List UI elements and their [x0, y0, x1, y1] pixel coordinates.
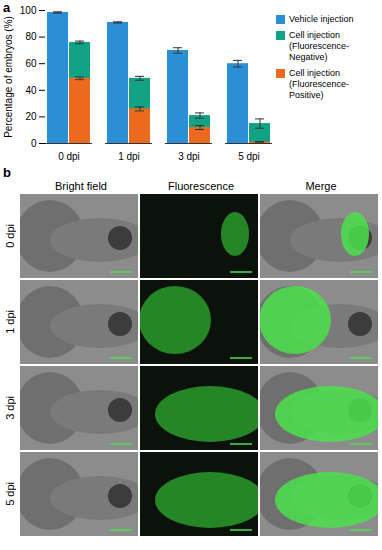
- svg-text:0: 0: [31, 138, 37, 149]
- svg-text:40: 40: [25, 85, 37, 96]
- html-text:Vehicle injection: Vehicle injection: [289, 14, 354, 24]
- html-text:5 dpi: 5 dpi: [4, 482, 16, 506]
- svg-text:3 dpi: 3 dpi: [178, 151, 200, 162]
- svg-text:1 dpi: 1 dpi: [118, 151, 140, 162]
- html-text:Merge: Merge: [305, 180, 337, 192]
- html-text:3 dpi: 3 dpi: [4, 396, 16, 420]
- svg-text:80: 80: [25, 31, 37, 42]
- html-text:a: a: [3, 0, 11, 15]
- svg-text:Percentage of embryos (%): Percentage of embryos (%): [3, 16, 14, 138]
- html-text:0 dpi: 0 dpi: [4, 224, 16, 248]
- html-text:b: b: [3, 165, 11, 180]
- html-text:Fluorescence: Fluorescence: [168, 180, 234, 192]
- svg-text:5 dpi: 5 dpi: [238, 151, 260, 162]
- svg-text:100: 100: [20, 5, 37, 16]
- html-text:Cell injection (Fluorescence-P: Cell injection (Fluorescence-Positive): [289, 68, 349, 100]
- html-text:Cell injection (Fluorescence-N: Cell injection (Fluorescence-Negative): [289, 30, 349, 62]
- svg-text:0 dpi: 0 dpi: [58, 151, 80, 162]
- html-text:1 dpi: 1 dpi: [4, 310, 16, 334]
- html-text:Bright field: Bright field: [55, 180, 107, 192]
- svg-text:20: 20: [25, 111, 37, 122]
- svg-text:60: 60: [25, 58, 37, 69]
